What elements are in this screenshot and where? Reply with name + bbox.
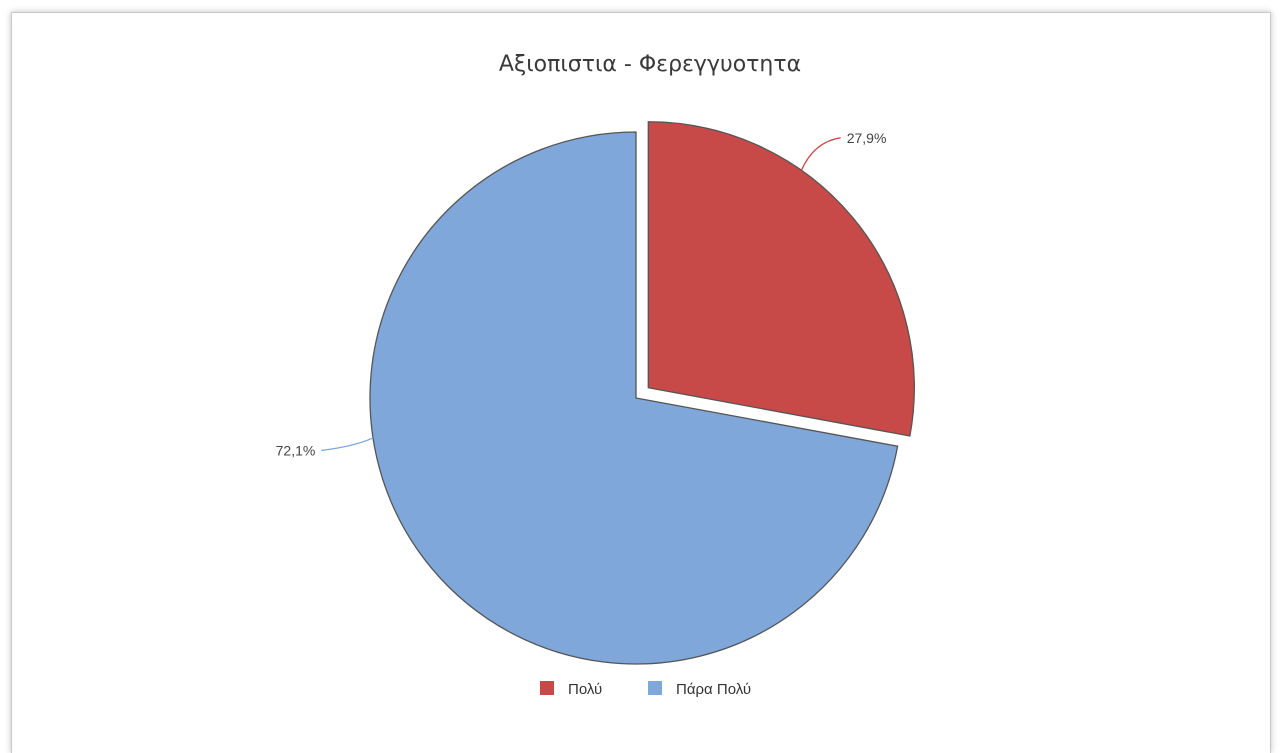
- legend-label-para-poly: Πάρα Πολύ: [676, 681, 751, 698]
- legend-swatch-poly: [540, 681, 554, 695]
- leader-line: [321, 437, 374, 452]
- legend-label-poly: Πολύ: [568, 681, 602, 698]
- data-label-para-poly: 72,1%: [276, 442, 316, 458]
- legend-swatch-para-poly: [648, 681, 662, 695]
- legend-item-poly[interactable]: Πολύ: [540, 681, 602, 698]
- legend: Πολύ Πάρα Πολύ: [540, 681, 751, 698]
- slice-para-poly[interactable]: [369, 131, 899, 665]
- chart-title: Αξιοπιστια - Φερεγγυοτητα: [499, 52, 801, 77]
- pie-slices: [369, 121, 915, 665]
- legend-item-para-poly[interactable]: Πάρα Πολύ: [648, 681, 751, 698]
- data-label-poly: 27,9%: [847, 130, 887, 146]
- slice-poly[interactable]: [647, 121, 915, 437]
- leader-line: [800, 137, 841, 171]
- data-labels: 27,9% 72,1%: [276, 130, 887, 459]
